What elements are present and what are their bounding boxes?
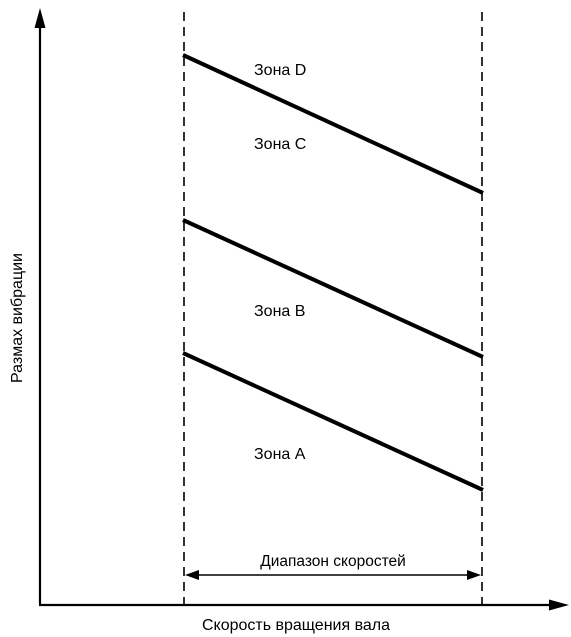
x-axis-arrowhead: [549, 599, 569, 611]
speed-range-arrowhead-left: [185, 570, 199, 580]
zone-boundary-bc: [182, 218, 484, 359]
y-axis-arrowhead: [34, 8, 46, 28]
zone-b-label: Зона B: [254, 303, 305, 320]
y-axis-title: Размах вибрации: [9, 253, 26, 383]
zone-a-label: Зона A: [254, 446, 306, 463]
zone-boundary-cd: [182, 53, 484, 195]
zone-c-label: Зона C: [254, 136, 306, 153]
x-axis-title: Скорость вращения вала: [202, 617, 390, 634]
zone-boundary-ab: [182, 351, 484, 492]
speed-range-label: Диапазон скоростей: [260, 553, 406, 570]
zone-d-label: Зона D: [254, 62, 306, 79]
speed-range-arrowhead-right: [467, 570, 481, 580]
